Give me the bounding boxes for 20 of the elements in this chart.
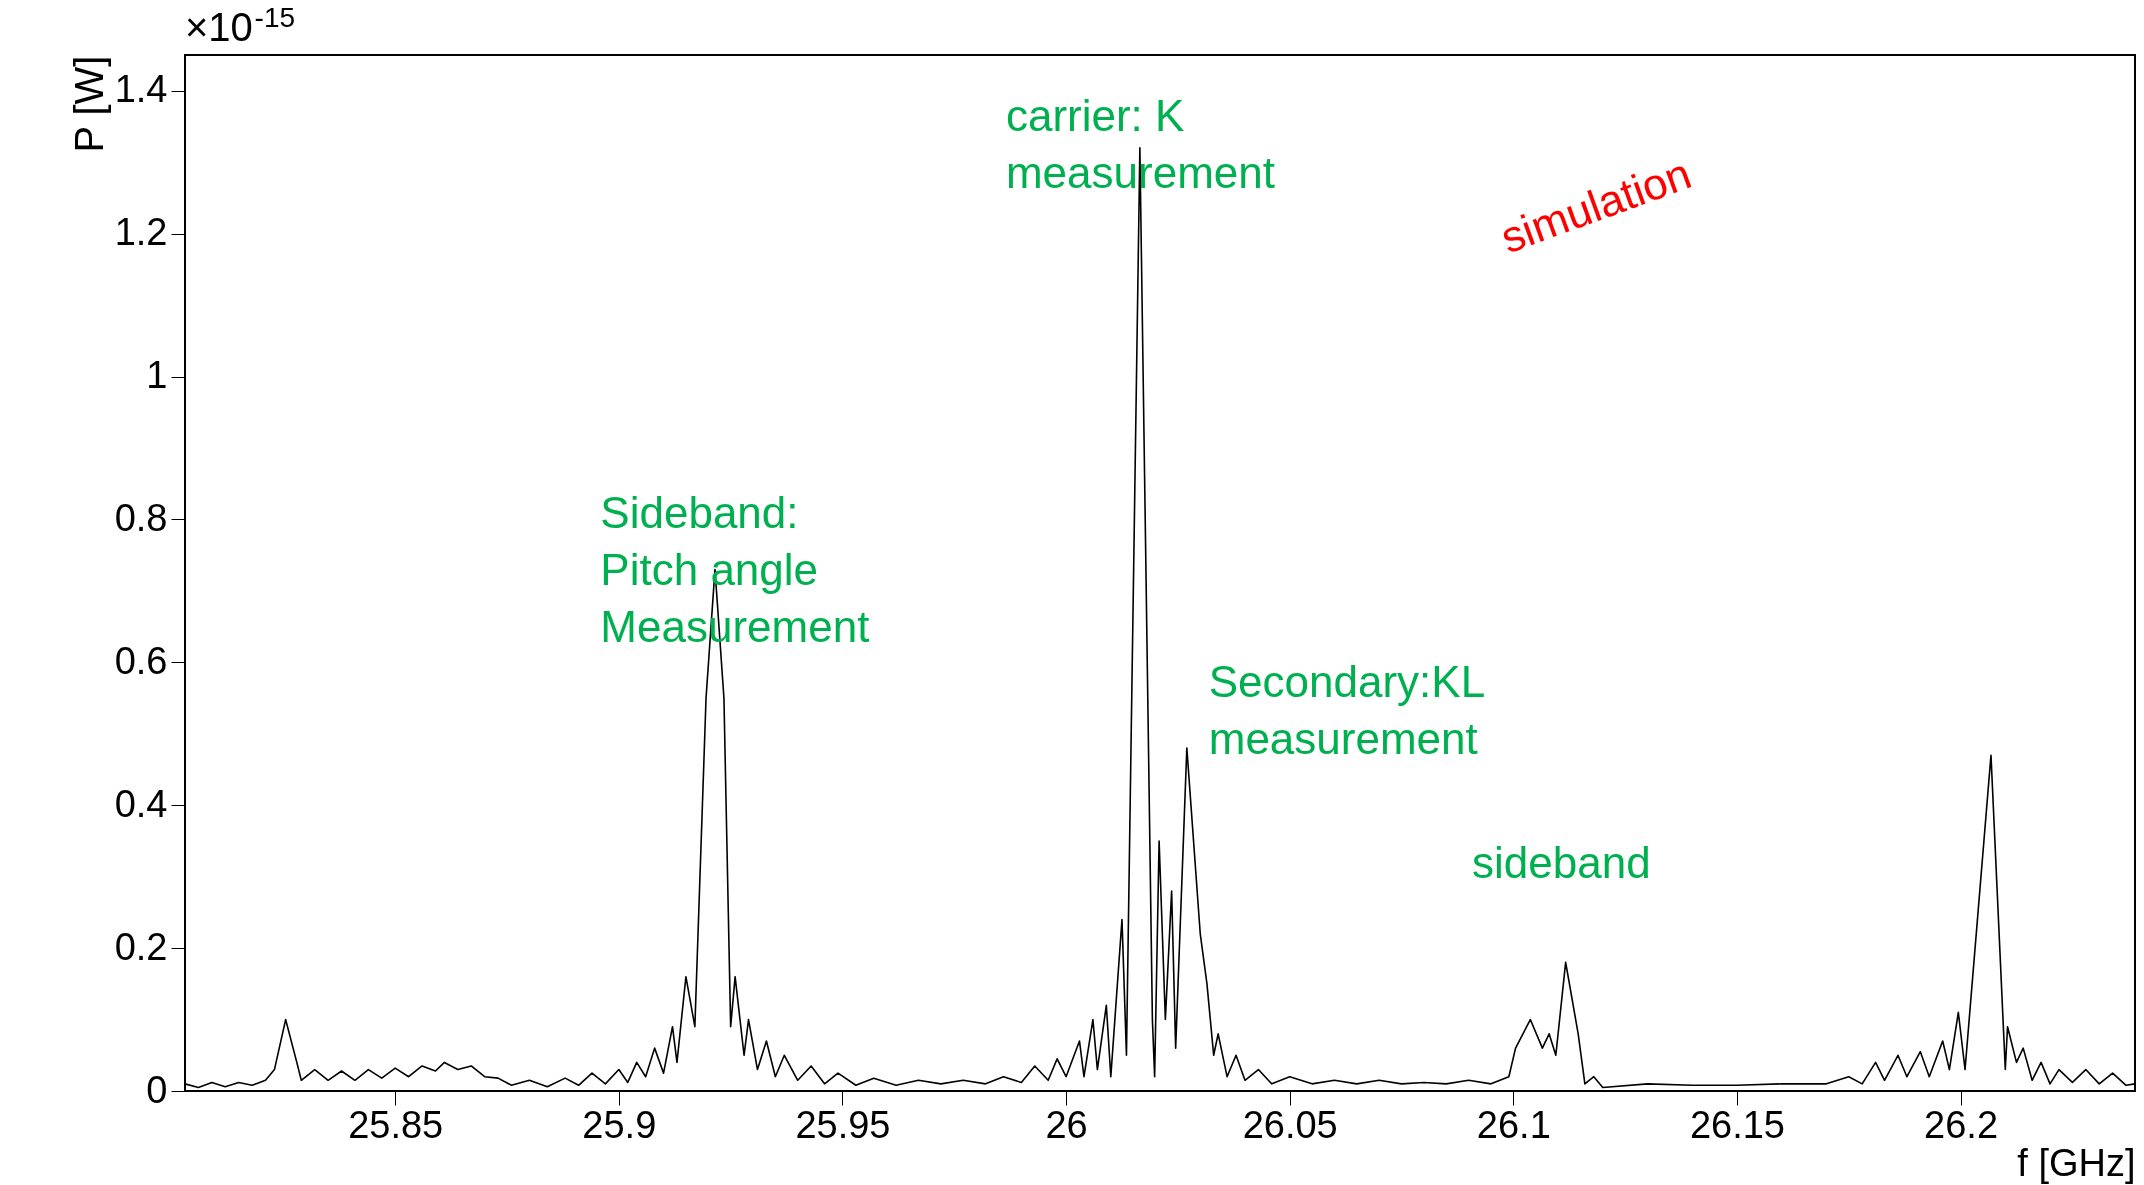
y-tick-label: 0.4 (114, 782, 168, 825)
y-tick-label: 1.4 (114, 68, 168, 111)
annotation: sideband (1472, 837, 1651, 887)
y-tick-label: 0 (146, 1068, 168, 1111)
annotation: Secondary:KL measurement (1208, 656, 1486, 763)
x-tick-label: 26.2 (1924, 1103, 1999, 1146)
x-tick-label: 26.15 (1689, 1103, 1785, 1146)
x-tick-label: 25.95 (795, 1103, 891, 1146)
x-tick-label: 26 (1045, 1103, 1088, 1146)
y-tick-label: 0.6 (114, 639, 168, 682)
x-tick-label: 25.85 (348, 1103, 444, 1146)
x-tick-label: 25.9 (582, 1103, 657, 1146)
y-tick-label: 1 (146, 354, 168, 397)
y-axis-title: P [W] (66, 55, 111, 153)
x-tick-label: 26.05 (1242, 1103, 1338, 1146)
x-tick-label: 26.1 (1476, 1103, 1551, 1146)
y-tick-label: 0.2 (114, 925, 168, 968)
y-tick-label: 0.8 (114, 496, 168, 539)
x-axis-title: f [GHz] (2017, 1141, 2136, 1184)
y-tick-label: 1.2 (114, 211, 168, 254)
